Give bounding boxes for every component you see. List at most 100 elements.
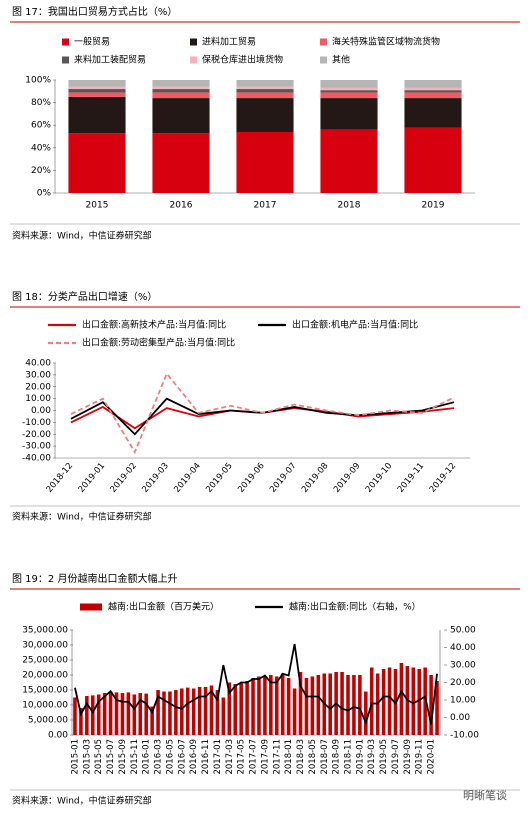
legend-swatch: [190, 38, 197, 46]
bar: [138, 693, 143, 735]
bar: [358, 675, 362, 735]
y-tick-label: 25,000.00: [22, 656, 68, 666]
source-note: 资料来源：Wind，中信证券研究部: [12, 511, 152, 523]
bar: [108, 691, 113, 735]
bar: [328, 673, 332, 735]
legend-label: 其他: [332, 54, 350, 66]
figure-title: 图 19：2 月份越南出口金额大幅上升: [12, 572, 177, 585]
bar: [292, 688, 297, 735]
bar: [180, 688, 184, 735]
bar-segment: [68, 80, 126, 87]
x-tick-label: 2015-07: [106, 739, 116, 775]
y-tick-label: 10.00: [25, 394, 51, 404]
bar: [417, 669, 422, 735]
figure-title: 图 17：我国出口贸易方式占比（%）: [12, 5, 177, 18]
y-tick-label: 20,000.00: [22, 671, 68, 681]
bar: [298, 672, 303, 735]
y-tick-label: 20.00: [25, 382, 51, 392]
y-tick-label: 5,000.00: [28, 716, 68, 726]
bar-segment: [68, 133, 126, 193]
x-tick-label: 2020-01: [427, 739, 437, 775]
x-tick-label: 2015-09: [118, 739, 128, 775]
bar: [429, 675, 433, 735]
x-tick-label: 2019-07: [391, 739, 401, 775]
bar-segment: [236, 89, 294, 93]
x-tick-label: 2018-12: [45, 461, 75, 495]
bar: [73, 697, 77, 735]
legend-label: 来料加工装配贸易: [74, 54, 146, 66]
y-tick-label: -30.00: [22, 442, 51, 452]
bar: [120, 693, 125, 735]
bar: [209, 685, 214, 735]
bar: [251, 678, 255, 735]
bar-segment: [152, 89, 210, 93]
y-tick-label: 20.00: [450, 678, 476, 688]
x-tick-label: 2019-04: [172, 461, 202, 495]
x-tick-label: 2019-01: [355, 739, 365, 775]
x-tick-label: 2018-03: [296, 739, 306, 775]
bar: [364, 691, 368, 735]
bar: [423, 667, 427, 735]
bar: [162, 691, 166, 735]
x-tick-label: 2016-01: [142, 739, 152, 775]
x-tick-label: 2015-01: [70, 739, 80, 775]
x-tick-label: 2016-05: [165, 739, 175, 775]
bar: [346, 675, 350, 735]
bar: [85, 696, 89, 735]
y-tick-label: 0%: [37, 189, 52, 199]
bar: [79, 708, 83, 735]
bar-segment: [236, 131, 294, 193]
x-tick-label: 2016-11: [201, 739, 211, 775]
bar: [310, 676, 315, 735]
legend-label: 海关特殊监管区域物流货物: [332, 36, 440, 48]
bar: [96, 694, 101, 735]
x-tick-label: 2019-11: [396, 461, 426, 495]
x-tick-label: 2018-07: [320, 739, 330, 775]
bar-segment: [320, 92, 378, 99]
y-tick-label: 30,000.00: [22, 641, 68, 651]
bar: [340, 672, 344, 735]
bar: [132, 694, 137, 735]
y-tick-label: 40.00: [25, 359, 51, 369]
bar: [274, 676, 279, 735]
x-tick-label: 2017-11: [272, 739, 282, 775]
source-note: 资料来源：Wind，中信证券研究部: [12, 795, 152, 807]
y-tick-label: 60%: [31, 121, 51, 131]
bar-segment: [236, 92, 294, 99]
x-tick-label: 2017-09: [260, 739, 270, 775]
x-tick-label: 2017: [254, 201, 277, 211]
y-tick-label: 0.00: [31, 406, 51, 416]
bar-segment: [320, 98, 378, 130]
legend-swatch: [320, 38, 327, 46]
y-tick-label: 30.00: [25, 370, 51, 380]
y-tick-label: 0.00: [450, 713, 470, 723]
x-tick-label: 2019-08: [300, 461, 330, 495]
x-tick-label: 2019-02: [109, 461, 139, 495]
x-tick-label: 2019-11: [415, 739, 425, 775]
x-tick-label: 2017-05: [237, 739, 247, 775]
y-tick-label: 35,000.00: [22, 626, 68, 636]
bar: [316, 675, 321, 735]
bar-segment: [152, 98, 210, 134]
watermark: 明晰笔谈: [463, 788, 507, 802]
bar: [174, 690, 178, 735]
y-tick-label: 10.00: [450, 696, 476, 706]
bar: [399, 663, 404, 735]
bar: [156, 690, 160, 735]
x-tick-label: 2019-07: [268, 461, 298, 495]
x-tick-label: 2019-09: [403, 739, 413, 775]
y-tick-label: 40%: [31, 143, 51, 153]
bar: [352, 675, 356, 735]
x-tick-label: 2018-01: [284, 739, 294, 775]
x-tick-label: 2016-09: [189, 739, 199, 775]
x-tick-label: 2019-05: [204, 461, 234, 495]
x-tick-label: 2019-05: [379, 739, 389, 775]
bar-segment: [404, 98, 462, 128]
x-tick-label: 2016: [170, 201, 193, 211]
series-line: [70, 397, 455, 436]
y-tick-label: 50.00: [450, 626, 476, 636]
y-tick-label: -20.00: [22, 430, 51, 440]
bar: [269, 675, 273, 735]
bar-segment: [404, 80, 462, 88]
